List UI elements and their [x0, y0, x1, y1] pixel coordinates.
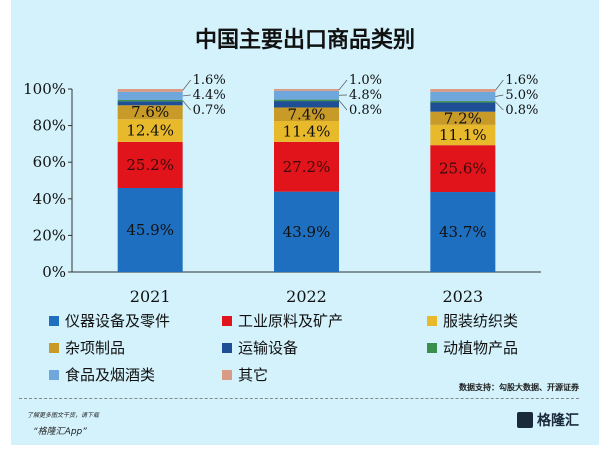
logo-text: 格隆汇: [537, 413, 579, 429]
data-label: 1.6%: [505, 73, 538, 88]
legend-swatch: [427, 342, 437, 353]
legend-swatch: [222, 315, 232, 326]
bar-segment: [274, 99, 339, 102]
bar-segment: [430, 124, 496, 146]
logo-icon: [517, 412, 533, 428]
legend-item: 动植物产品: [427, 337, 518, 358]
chart-title: 中国主要出口商品类别: [194, 28, 415, 53]
bar-segment: [430, 192, 496, 272]
legend-label: 服装纺织类: [443, 312, 519, 330]
divider: [19, 398, 579, 399]
bar-segment: [117, 101, 183, 106]
legend-label: 运输设备: [238, 339, 299, 357]
legend-item: 工业原料及矿产: [222, 310, 343, 331]
legend-swatch: [222, 369, 232, 380]
data-label: 0.8%: [349, 103, 382, 118]
source-note: 数据支持：勾股大数据、开源证券: [459, 383, 579, 392]
data-label: 25.2%: [126, 156, 174, 174]
bar-segment: [117, 141, 183, 189]
bar-segment: [117, 105, 183, 120]
y-tick-label: 100%: [23, 80, 66, 98]
legend-label: 食品及烟酒类: [65, 366, 156, 384]
data-label: 4.8%: [349, 88, 382, 103]
bar-segment: [117, 119, 183, 142]
data-label: 1.0%: [349, 73, 382, 88]
x-tick-label: 2023: [442, 287, 483, 306]
bar-segment: [430, 102, 496, 112]
y-tick-label: 60%: [33, 153, 66, 171]
bar-segment: [274, 101, 339, 108]
leader-line: [495, 101, 504, 111]
bar-segment: [274, 121, 339, 142]
legend-label: 仪器设备及零件: [65, 312, 171, 330]
legend-swatch: [49, 342, 59, 353]
bar-segment: [430, 89, 496, 92]
data-label: 7.4%: [287, 105, 325, 123]
leader-line: [182, 100, 191, 111]
bar-segment: [430, 145, 496, 193]
legend-swatch: [222, 342, 232, 353]
bar-segment: [430, 101, 496, 103]
bar-segment: [117, 99, 183, 102]
legend-swatch: [427, 315, 437, 326]
bar-segment: [274, 141, 339, 192]
y-tick-label: 80%: [33, 117, 66, 135]
bar-segment: [430, 91, 496, 102]
data-label: 1.6%: [193, 73, 226, 88]
bar-segment: [274, 191, 339, 272]
legend-swatch: [49, 315, 59, 326]
data-label: 7.6%: [131, 103, 169, 121]
leader-line: [182, 94, 191, 97]
chart-frame: 中国主要出口商品类别 0% 20% 40% 60% 80% 100% 45.9% 25.2% 1…: [11, 0, 599, 445]
legend-item: 运输设备: [222, 337, 298, 358]
data-label: 27.2%: [283, 158, 331, 176]
bar-segment: [274, 90, 339, 100]
promo-text: 了解更多图文干货，请下载: [27, 412, 100, 419]
data-label: 45.9%: [126, 221, 174, 239]
y-tick-label: 0%: [42, 263, 66, 281]
data-label: 4.4%: [193, 88, 226, 103]
legend-item: 服装纺织类: [427, 310, 518, 331]
leader-line: [338, 79, 348, 91]
legend-swatch: [49, 369, 59, 380]
data-label: 0.8%: [505, 103, 538, 118]
data-label: 11.4%: [283, 122, 331, 140]
x-tick-label: 2021: [130, 287, 171, 306]
leader-line: [495, 79, 504, 91]
leader-line: [338, 100, 348, 111]
legend-label: 动植物产品: [443, 339, 519, 357]
data-label: 25.6%: [439, 160, 487, 178]
data-label: 7.2%: [444, 109, 482, 127]
bar-segment: [274, 107, 339, 122]
legend-label: 其它: [238, 366, 269, 384]
legend-label: 杂项制品: [65, 339, 126, 357]
x-tick-label: 2022: [286, 287, 327, 306]
legend-item: 仪器设备及零件: [49, 310, 170, 331]
bar-segment: [117, 89, 183, 92]
leader-line: [182, 79, 191, 91]
bar-segment: [274, 89, 339, 91]
bar-segment: [430, 111, 496, 125]
data-label: 43.9%: [283, 223, 331, 241]
data-label: 0.7%: [193, 103, 226, 118]
legend-item: 食品及烟酒类: [49, 364, 155, 385]
data-label: 43.7%: [439, 223, 487, 241]
logo: 格隆汇: [517, 410, 579, 430]
legend-label: 工业原料及矿产: [238, 312, 344, 330]
y-tick-label: 20%: [33, 226, 66, 244]
data-label: 12.4%: [126, 122, 174, 140]
data-label: 5.0%: [505, 88, 538, 103]
legend-item: 杂项制品: [49, 337, 125, 358]
promo-app: “格隆汇App”: [33, 427, 87, 437]
bar-segment: [117, 91, 183, 100]
data-label: 11.1%: [439, 126, 487, 144]
bar-segment: [117, 188, 183, 272]
legend-item: 其它: [222, 364, 268, 385]
leader-line: [495, 94, 504, 97]
y-tick-label: 40%: [33, 190, 66, 208]
plot-area: 0% 20% 40% 60% 80% 100% 45.9% 25.2% 12.4%7.6% 1.6…: [23, 73, 541, 306]
